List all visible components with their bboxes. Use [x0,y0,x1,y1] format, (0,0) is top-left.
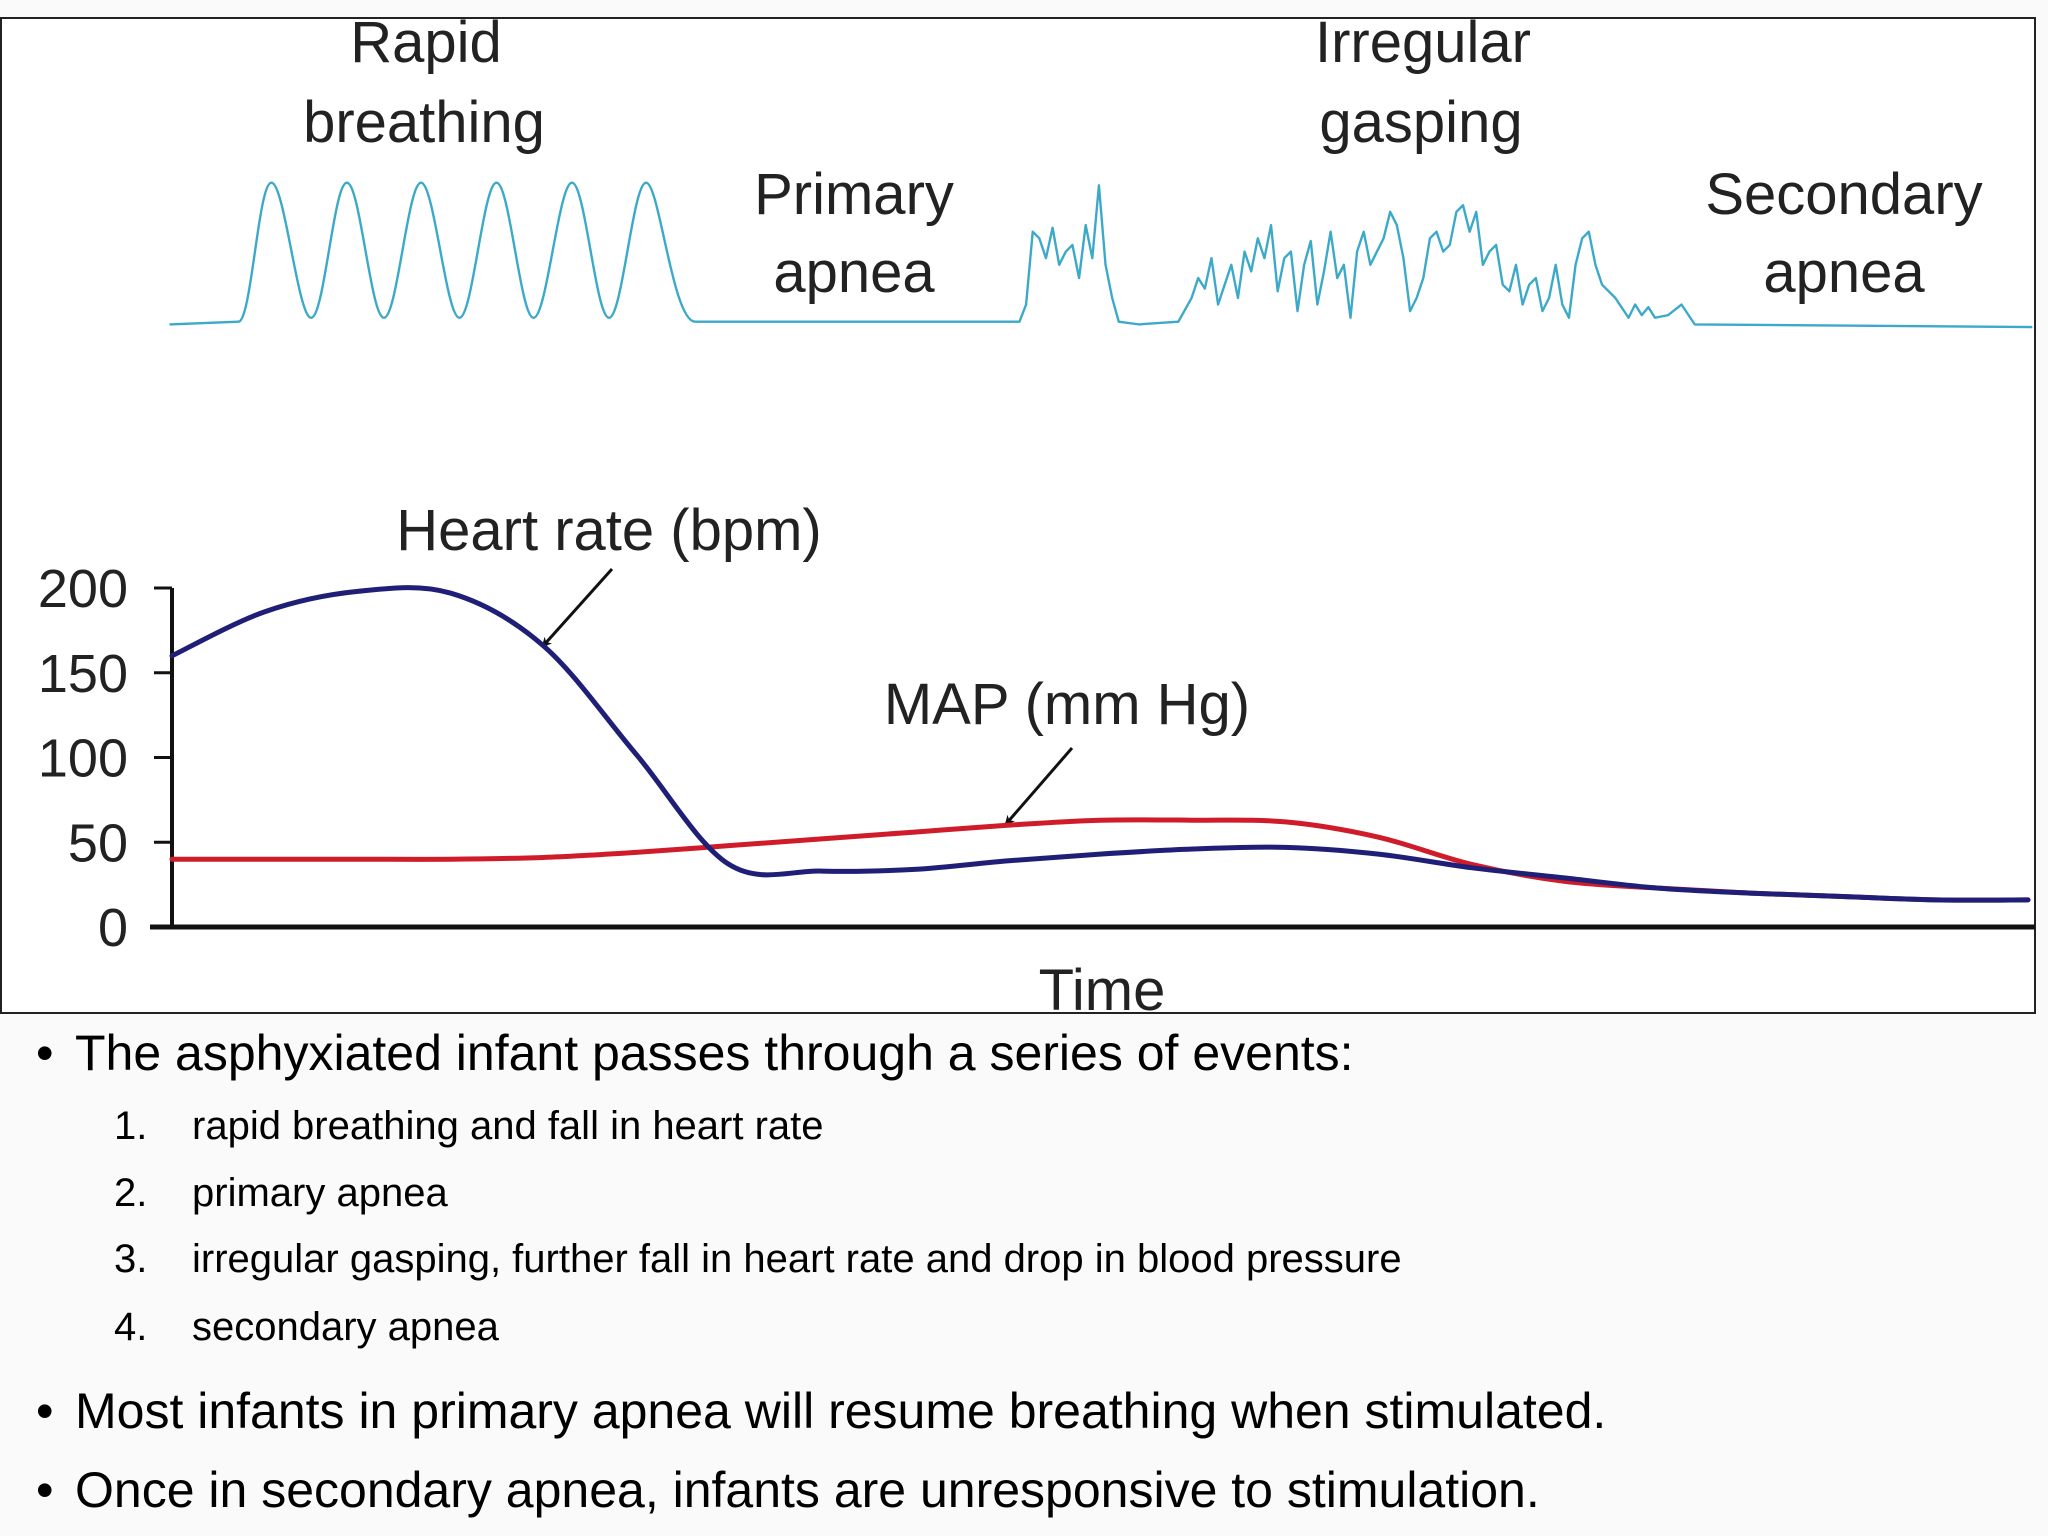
y-tick-label: 0 [98,898,128,958]
item-text: primary apnea [192,1171,448,1215]
series-label: Heart rate (bpm) [396,498,821,563]
bullet-dot: • [36,1025,54,1081]
bullet-text: Most infants in primary apnea will resum… [75,1383,1606,1439]
y-tick-label: 50 [68,813,128,873]
phase-label: gasping [1319,90,1522,155]
item-text: irregular gasping, further fall in heart… [192,1237,1402,1281]
arrow [541,567,614,648]
item-number: 4. [114,1305,147,1349]
bullet-text: The asphyxiated infant passes through a … [75,1025,1354,1081]
bullet-list: • The asphyxiated infant passes through … [36,1025,1606,1518]
phase-label: apnea [773,240,935,305]
phase-label: Irregular [1315,10,1531,75]
item-text: secondary apnea [192,1305,500,1349]
y-tick-label: 150 [38,644,128,704]
chart-frame [0,17,2036,1014]
phase-label: apnea [1763,240,1925,305]
phase-label: breathing [303,90,545,155]
bullet-dot: • [36,1462,54,1518]
item-number: 1. [114,1104,147,1148]
series-line [169,585,2031,903]
x-axis-label: Time [1039,958,1166,1023]
series-label: MAP (mm Hg) [884,672,1250,737]
y-tick-label: 100 [38,729,128,789]
bullet-text: Once in secondary apnea, infants are unr… [75,1462,1540,1518]
arrow [1004,747,1074,826]
bullet-dot: • [36,1383,54,1439]
item-number: 2. [114,1171,147,1215]
phase-label: Secondary [1705,162,1982,227]
item-number: 3. [114,1237,147,1281]
breathing-trace [169,181,2033,329]
item-text: rapid breathing and fall in heart rate [192,1104,824,1148]
y-tick-label: 200 [38,559,128,619]
phase-label: Rapid [350,10,502,75]
chart: Rapid breathing Primary apnea Irregular … [38,10,2035,1023]
phase-label: Primary [754,162,954,227]
